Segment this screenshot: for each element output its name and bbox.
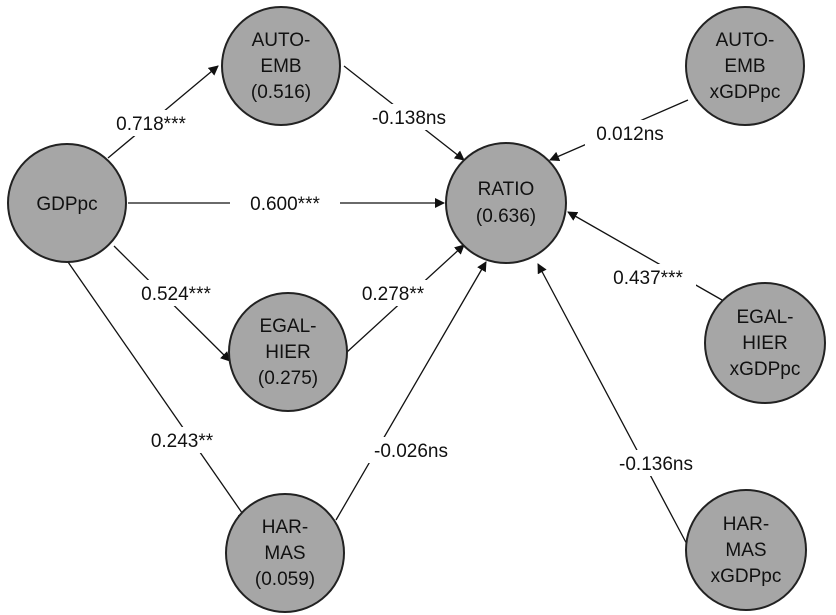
node-label-line: GDPpc — [36, 194, 97, 215]
node-label-line: EMB — [260, 56, 301, 77]
node-label-line: (0.516) — [251, 82, 311, 103]
node-label-line: AUTO- — [716, 30, 775, 51]
node-ratio: RATIO (0.636) — [445, 142, 567, 264]
edge-label-gdppc-ratio: 0.600*** — [230, 190, 340, 216]
node-label-line: AUTO- — [252, 30, 311, 51]
edge-label-text: 0.524*** — [141, 284, 211, 305]
node-label-line: RATIO — [478, 179, 535, 200]
edge-labels: 0.718*** 0.600*** 0.524*** 0.243** -0.13… — [104, 104, 704, 476]
node-label-line: EGAL- — [736, 307, 793, 328]
node-label-line: HIER — [742, 333, 787, 354]
edge-label-text: 0.718*** — [116, 114, 186, 135]
edge-label-gdppc-auto: 0.718*** — [104, 110, 198, 136]
node-auto-emb: AUTO- EMB (0.516) — [221, 6, 341, 126]
node-har-mas-x: HAR- MAS xGDPpc — [685, 489, 807, 611]
node-egal-hier: EGAL- HIER (0.275) — [228, 292, 348, 412]
edge-gdppc-har — [67, 261, 248, 521]
edge-label-egalx-ratio: 0.437*** — [600, 264, 696, 290]
node-label-line: MAS — [725, 540, 766, 561]
edge-harx-ratio — [537, 263, 691, 551]
node-har-mas: HAR- MAS (0.059) — [225, 493, 345, 613]
edge-label-text: 0.600*** — [250, 194, 320, 215]
node-auto-emb-x: AUTO- EMB xGDPpc — [685, 6, 805, 126]
node-label-line: (0.275) — [258, 368, 318, 389]
edge-label-text: 0.243** — [151, 431, 214, 452]
edge-har-ratio — [335, 261, 487, 521]
node-label-line: (0.059) — [255, 569, 315, 590]
node-label-line: xGDPpc — [710, 82, 781, 103]
node-label-line: (0.636) — [476, 206, 536, 227]
node-label-line: xGDPpc — [711, 566, 782, 587]
edge-label-text: 0.278** — [362, 284, 425, 305]
edge-label-har-ratio: -0.026ns — [362, 437, 460, 463]
edge-label-text: -0.136ns — [619, 454, 693, 475]
edge-label-autox-ratio: 0.012ns — [585, 120, 675, 146]
edge-label-text: 0.012ns — [596, 124, 664, 145]
edge-label-text: -0.026ns — [374, 441, 448, 462]
edge-label-harx-ratio: -0.136ns — [608, 450, 704, 476]
node-label-line: EGAL- — [259, 316, 316, 337]
edge-label-text: 0.437*** — [613, 268, 683, 289]
edge-label-gdppc-har: 0.243** — [138, 427, 226, 453]
edge-label-egal-ratio: 0.278** — [350, 280, 436, 306]
node-label-line: xGDPpc — [730, 359, 801, 380]
edge-label-text: -0.138ns — [372, 108, 446, 129]
nodes: GDPpc AUTO- EMB (0.516) EGAL- HIER (0.27… — [7, 6, 826, 613]
node-label-line: HAR- — [723, 514, 769, 535]
node-label-line: EMB — [724, 56, 765, 77]
node-gdppc: GDPpc — [7, 143, 127, 263]
edge-label-auto-ratio: -0.138ns — [364, 104, 454, 130]
node-egal-hier-x: EGAL- HIER xGDPpc — [704, 282, 826, 404]
node-label-line: HAR- — [262, 517, 308, 538]
node-label-line: HIER — [265, 342, 310, 363]
node-label-line: MAS — [264, 543, 305, 564]
edge-label-gdppc-egal: 0.524*** — [128, 280, 224, 306]
edge-egalx-ratio — [567, 211, 723, 301]
